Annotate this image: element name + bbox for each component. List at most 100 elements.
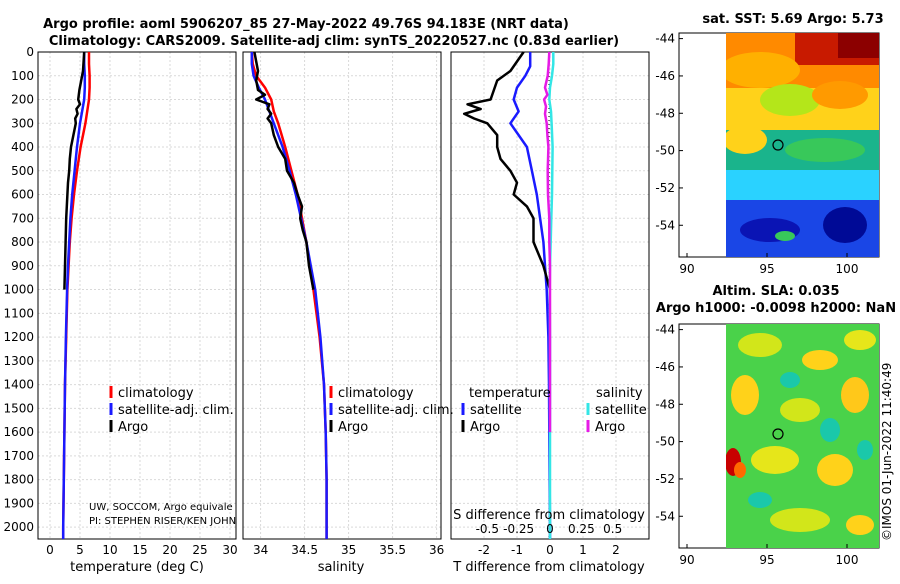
credit-line1: UW, SOCCOM, Argo equivale [89, 502, 233, 513]
temperature-xlabel: temperature (deg C) [70, 560, 204, 575]
salinity-legend: climatology satellite-adj. clim. Argo [329, 386, 454, 435]
credit-line2: PI: STEPHEN RISER/KEN JOHN [89, 516, 236, 527]
figure-title-line1: Argo profile: aoml 5906207_85 27-May-202… [43, 17, 569, 32]
x-tick-label: 35 [341, 543, 356, 557]
legend-label-satellite: satellite-adj. clim. [118, 403, 234, 418]
y-tick-label: 200 [11, 93, 34, 107]
map-y-tick-label: -48 [655, 397, 675, 411]
series-line-t-argo [462, 51, 552, 290]
sla-map-panel: Altim. SLA: 0.035 Argo h1000: -0.0098 h2… [655, 284, 896, 567]
temperature-difference-xlabel: T difference from climatology [452, 560, 645, 575]
legend-label-t-argo: Argo [470, 420, 500, 435]
legend-label-s-satellite: satellite [595, 403, 647, 418]
difference-legend: temperature satellite Argo salinity sate… [461, 386, 647, 435]
salinity-difference-xlabel: S difference from climatology [453, 508, 645, 523]
map-y-tick-label: -48 [655, 106, 675, 120]
y-tick-label: 1600 [3, 425, 34, 439]
legend-label-climatology: climatology [338, 386, 414, 401]
y-tick-label: 2000 [3, 520, 34, 534]
y-tick-label: 1500 [3, 401, 34, 415]
map-x-tick-label: 100 [836, 262, 859, 276]
series-line-s-argo [542, 51, 552, 433]
sst-field [726, 33, 879, 257]
x-tick-label: 2 [612, 543, 620, 557]
argo-position-marker [772, 139, 784, 151]
x-tick-label: 5 [76, 543, 84, 557]
y-tick-label: 900 [11, 259, 34, 273]
legend-title-salinity: salinity [596, 386, 643, 401]
salinity-xlabel: salinity [318, 560, 365, 575]
sla-field [726, 324, 879, 548]
temperature-axes-frame [37, 51, 237, 540]
y-tick-label: 1800 [3, 473, 34, 487]
series-line-argo [253, 51, 315, 290]
series-line-satellite-adj-clim- [61, 52, 87, 539]
y-tick-label: 800 [11, 235, 34, 249]
x-tick-label: 25 [192, 543, 207, 557]
salinity-panel: 34 34.5 35 35.5 36 salinity climatology sate… [242, 51, 454, 575]
s-diff-tick-label: -0.25 [503, 522, 534, 536]
x-tick-label: 34 [253, 543, 268, 557]
y-tick-label: 1700 [3, 449, 34, 463]
map-y-tick-label: -46 [655, 69, 675, 83]
s-diff-tick-label: 0 [546, 522, 554, 536]
map-x-tick-label: 100 [836, 553, 859, 567]
x-tick-label: 34.5 [291, 543, 318, 557]
series-line-satellite-adj-clim- [250, 52, 328, 539]
y-tick-label: 300 [11, 116, 34, 130]
series-line-argo [63, 51, 86, 290]
map-x-tick-label: 90 [679, 262, 694, 276]
map-y-tick-label: -44 [655, 32, 675, 46]
map-x-tick-label: 95 [759, 553, 774, 567]
x-tick-label: 1 [579, 543, 587, 557]
y-tick-label: 600 [11, 188, 34, 202]
temperature-legend: climatology satellite-adj. clim. Argo [109, 386, 234, 435]
map-y-tick-label: -50 [655, 144, 675, 158]
legend-label-satellite: satellite-adj. clim. [338, 403, 454, 418]
figure-title-line2: Climatology: CARS2009. Satellite-adj cli… [49, 34, 619, 49]
y-tick-label: 700 [11, 211, 34, 225]
x-tick-label: 10 [102, 543, 117, 557]
salinity-axes-frame [242, 51, 442, 540]
temperature-panel: 0100200300400500600700800900100011001200… [3, 45, 237, 575]
sla-map-title-line1: Altim. SLA: 0.035 [713, 284, 840, 299]
y-tick-label: 1200 [3, 330, 34, 344]
y-tick-label: 0 [26, 45, 34, 59]
legend-title-temperature: temperature [469, 386, 551, 401]
x-tick-label: 0 [46, 543, 54, 557]
sst-map-panel: sat. SST: 5.69 Argo: 5.73 90 95 100 -44 -46 -… [655, 12, 883, 276]
sst-map-title: sat. SST: 5.69 Argo: 5.73 [702, 12, 883, 27]
legend-label-t-satellite: satellite [470, 403, 522, 418]
x-tick-label: -1 [511, 543, 523, 557]
map-y-tick-label: -44 [655, 323, 675, 337]
s-diff-tick-label: 0.5 [603, 522, 622, 536]
x-tick-label: -2 [478, 543, 490, 557]
x-tick-label: 0 [546, 543, 554, 557]
y-tick-label: 1400 [3, 378, 34, 392]
legend-label-s-argo: Argo [595, 420, 625, 435]
y-tick-label: 1300 [3, 354, 34, 368]
map-y-tick-label: -54 [655, 218, 675, 232]
x-tick-label: 35.5 [379, 543, 406, 557]
map-y-tick-label: -46 [655, 360, 675, 374]
map-y-tick-label: -54 [655, 509, 675, 523]
y-tick-label: 1000 [3, 283, 34, 297]
imos-timestamp: ©IMOS 01-Jun-2022 11:40:49 [880, 363, 894, 541]
map-y-tick-label: -52 [655, 181, 675, 195]
map-x-tick-label: 95 [759, 262, 774, 276]
x-tick-label: 15 [132, 543, 147, 557]
series-line-t-satellite [509, 52, 552, 539]
difference-panel: -2 -1 0 1 2 S difference from climatology -0… [450, 51, 650, 575]
y-tick-label: 100 [11, 69, 34, 83]
sla-map-title-line2: Argo h1000: -0.0098 h2000: NaN [656, 301, 896, 316]
x-tick-label: 36 [429, 543, 444, 557]
legend-label-climatology: climatology [118, 386, 194, 401]
x-tick-label: 20 [162, 543, 177, 557]
legend-label-argo: Argo [118, 420, 148, 435]
map-y-tick-label: -50 [655, 435, 675, 449]
y-tick-label: 400 [11, 140, 34, 154]
s-diff-tick-label: 0.25 [568, 522, 595, 536]
y-tick-label: 1100 [3, 306, 34, 320]
x-tick-label: 30 [222, 543, 237, 557]
